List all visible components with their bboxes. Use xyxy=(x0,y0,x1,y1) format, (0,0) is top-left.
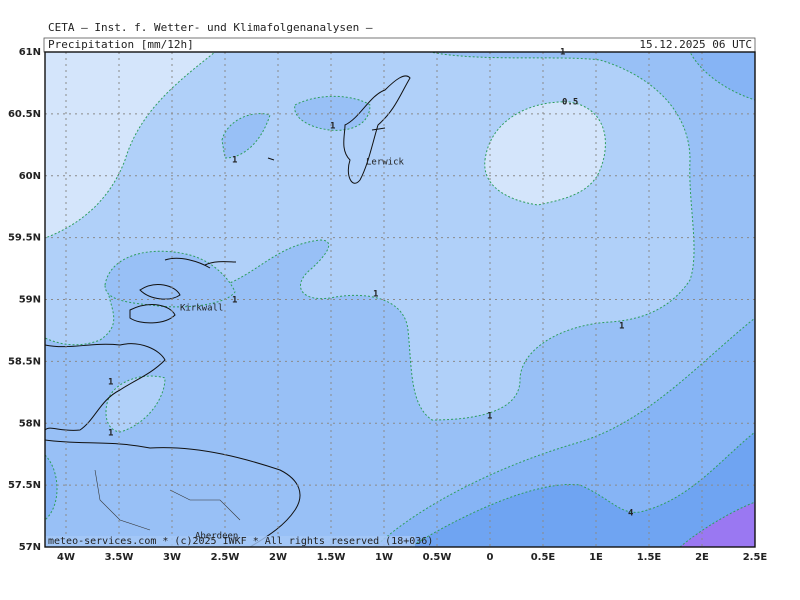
x-tick-label: 1.5W xyxy=(317,552,346,563)
x-tick-label: 1E xyxy=(589,552,603,563)
y-tick-label: 60.5N xyxy=(8,109,41,120)
y-tick-label: 60N xyxy=(19,171,41,182)
place-name: Lerwick xyxy=(366,158,405,168)
institute: CETA — Inst. f. Wetter- und Klimafolgena… xyxy=(48,21,373,34)
y-tick-label: 57.5N xyxy=(8,480,41,491)
field-8-plus xyxy=(679,501,755,547)
place-name: Kirkwall xyxy=(180,304,223,314)
x-tick-label: 0.5W xyxy=(423,552,452,563)
map-area xyxy=(45,52,755,547)
contour-label: 1 xyxy=(619,322,624,332)
contour-label: 1 xyxy=(487,412,492,422)
footer: meteo-services.com * (c)2025 IWKF * All … xyxy=(48,536,433,547)
field-0-05 xyxy=(484,101,606,206)
footer-bg xyxy=(45,536,415,547)
contour-label: 1 xyxy=(330,122,335,132)
x-tick-label: 2E xyxy=(695,552,709,563)
y-tick-label: 57N xyxy=(19,542,41,553)
x-tick-label: 3W xyxy=(163,552,181,563)
x-tick-label: 2.5W xyxy=(211,552,240,563)
y-tick-label: 61N xyxy=(19,47,41,58)
field-0-05 xyxy=(45,52,216,239)
contour-label: 1 xyxy=(108,429,113,439)
coastline xyxy=(45,343,301,547)
contour-label: 1 xyxy=(232,296,237,306)
map-frame xyxy=(44,51,756,548)
y-tick-label: 58N xyxy=(19,418,41,429)
y-tick-label: 59.5N xyxy=(8,233,41,244)
x-tick-label: 1.5E xyxy=(637,552,662,563)
contour-label: 1 xyxy=(232,156,237,166)
x-tick-label: 1W xyxy=(375,552,393,563)
coastline-orkney xyxy=(129,257,237,324)
field-2-4 xyxy=(45,454,58,521)
x-tick-label: 4W xyxy=(57,552,75,563)
y-tick-label: 58.5N xyxy=(8,356,41,367)
x-tick-label: 3.5W xyxy=(105,552,134,563)
county-border xyxy=(94,469,241,531)
contour-label: 1 xyxy=(108,378,113,388)
field-4-8 xyxy=(409,431,755,547)
parameter: Precipitation [mm/12h] xyxy=(48,38,194,51)
contour-label: 0.5 xyxy=(562,98,578,108)
field-1-2 xyxy=(221,113,271,159)
x-tick-label: 0 xyxy=(487,552,494,563)
field-1-2 xyxy=(104,250,236,308)
x-tick-label: 2W xyxy=(269,552,287,563)
field-1-2 xyxy=(294,95,371,131)
x-tick-label: 0.5E xyxy=(531,552,556,563)
contour-label: 1 xyxy=(560,48,565,58)
y-tick-label: 59N xyxy=(19,295,41,306)
contour-label: 4 xyxy=(628,509,634,519)
coastline-shetland xyxy=(267,75,411,184)
valid-time: 15.12.2025 06 UTC xyxy=(639,38,752,51)
x-tick-label: 2.5E xyxy=(743,552,768,563)
field-2-4 xyxy=(374,317,755,547)
contour-label: 1 xyxy=(373,290,378,300)
place-name: Aberdeen xyxy=(195,532,238,542)
